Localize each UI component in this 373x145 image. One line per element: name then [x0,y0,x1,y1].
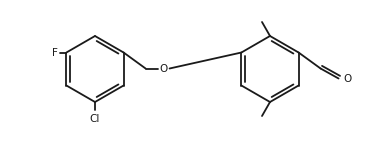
Text: O: O [159,64,168,74]
Text: Cl: Cl [90,114,100,124]
Text: O: O [344,74,352,84]
Text: F: F [51,48,57,58]
